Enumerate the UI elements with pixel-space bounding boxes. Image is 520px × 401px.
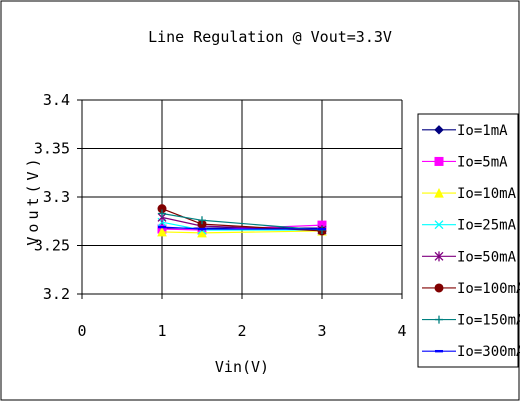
legend-marker xyxy=(434,251,444,262)
data-point xyxy=(158,209,166,218)
y-tick-label: 3.4 xyxy=(43,91,70,109)
y-axis-label: Vout(V) xyxy=(24,154,42,245)
y-tick-label: 3.3 xyxy=(43,188,70,206)
data-point xyxy=(318,227,326,231)
legend: Io=1mA Io=5mA Io=10mA Io=25mA Io=50mA Io=100m… xyxy=(417,113,520,368)
legend-entry: Io=300mA xyxy=(457,344,520,360)
legend-marker xyxy=(434,125,444,135)
legend-entry: Io=1mA xyxy=(457,123,508,139)
y-tick-label: 3.25 xyxy=(34,237,70,255)
data-point xyxy=(198,227,206,231)
legend-marker xyxy=(435,315,443,324)
legend-box xyxy=(417,113,519,368)
y-tick-label: 3.35 xyxy=(34,140,70,158)
legend-marker xyxy=(434,220,444,230)
legend-entry: Io=25mA xyxy=(457,218,517,234)
x-tick-label: 4 xyxy=(397,322,406,340)
legend-entry: Io=5mA xyxy=(457,154,508,170)
x-tick-label: 0 xyxy=(77,322,86,340)
data-point xyxy=(198,216,206,225)
x-axis-label: Vin(V) xyxy=(215,358,269,376)
data-point xyxy=(157,226,167,237)
legend-entry: Io=100mA xyxy=(457,281,520,297)
data-point xyxy=(158,225,166,229)
x-tick-label: 2 xyxy=(237,322,246,340)
legend-marker xyxy=(434,187,444,198)
legend-entry: Io=150mA xyxy=(457,313,520,329)
plot-area: 3.2 3.25 3.3 3.35 3.4 0 1 2 3 4 xyxy=(34,91,407,340)
chart-title: Line Regulation @ Vout=3.3V xyxy=(148,28,392,46)
legend-entry: Io=50mA xyxy=(457,249,517,265)
y-tick-label: 3.2 xyxy=(43,285,70,303)
legend-marker xyxy=(435,349,443,353)
legend-marker xyxy=(434,156,444,166)
legend-entry: Io=10mA xyxy=(457,186,517,202)
x-tick-label: 1 xyxy=(157,322,166,340)
legend-marker xyxy=(434,283,444,293)
x-tick-label: 3 xyxy=(317,322,326,340)
